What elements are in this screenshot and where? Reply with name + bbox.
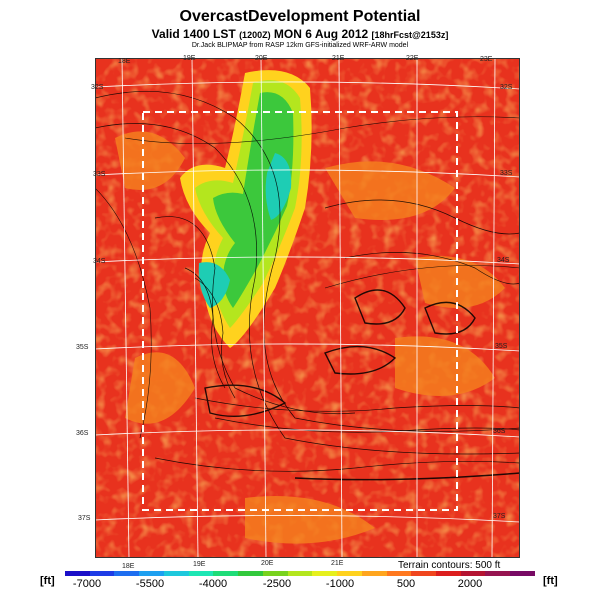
colorbar-swatch-1: [89, 571, 115, 576]
colorbar-label-4: -1000: [325, 578, 355, 590]
colorbar-swatch-10: [312, 571, 338, 576]
lon-tick-top-2: 20E: [255, 55, 268, 62]
lat-tick-left-3: 35S: [76, 344, 89, 351]
colorbar-swatch-9: [287, 571, 313, 576]
colorbar-swatch-11: [337, 571, 362, 576]
colorbar-swatch-16: [460, 571, 486, 576]
lat-tick-right-0: 32S: [500, 84, 513, 91]
inner-domain-box: [142, 111, 458, 511]
subtitle-date: MON 6 Aug 2012: [273, 27, 369, 41]
colorbar-swatch-13: [386, 571, 412, 576]
lat-tick-left-1: 33S: [93, 171, 106, 178]
colorbar-swatch-15: [436, 571, 461, 576]
colorbar-swatch-18: [510, 571, 535, 576]
colorbar-swatch-0: [65, 571, 90, 576]
subtitle-forecast: [18hrFcst@2153z]: [371, 30, 449, 40]
lat-tick-right-4: 36S: [493, 428, 506, 435]
lat-tick-left-5: 37S: [78, 515, 91, 522]
map-title: OvercastDevelopment Potential: [179, 8, 421, 25]
lat-lon-grid: [95, 58, 520, 558]
lon-tick-bottom-3: 21E: [331, 560, 344, 567]
colorbar-swatch-2: [114, 571, 140, 576]
colorbar-swatch-12: [361, 571, 387, 576]
colorbar-label-3: -2500: [262, 578, 292, 590]
map-credit: Dr.Jack BLIPMAP from RASP 12km GFS-initi…: [191, 42, 409, 49]
colorbar-swatch-17: [485, 571, 511, 576]
low-overcast-region: [180, 70, 312, 348]
colorbar-swatch-6: [213, 571, 239, 576]
lat-tick-left-0: 32S: [91, 84, 104, 91]
lat-tick-left-2: 34S: [93, 258, 106, 265]
lon-tick-top-4: 22E: [406, 55, 419, 62]
lat-tick-right-1: 33S: [500, 170, 513, 177]
lon-tick-bottom-0: 18E: [122, 563, 135, 570]
colorbar-swatch-8: [262, 571, 288, 576]
colorbar-unit-left: [ft]: [40, 575, 55, 587]
lat-tick-right-5: 37S: [493, 513, 506, 520]
lat-tick-right-2: 34S: [497, 257, 510, 264]
colorbar-label-2: -4000: [198, 578, 228, 590]
colorbar-swatch-14: [411, 571, 437, 576]
lon-tick-top-0: 18E: [118, 58, 131, 65]
lon-tick-top-5: 23E: [480, 56, 493, 63]
lon-tick-bottom-1: 19E: [193, 561, 206, 568]
map-subtitle: Valid 1400 LST (1200Z) MON 6 Aug 2012 [1…: [0, 27, 600, 41]
colorbar: [65, 571, 535, 576]
lat-tick-right-3: 35S: [495, 343, 508, 350]
terrain-contour-note: Terrain contours: 500 ft: [398, 560, 501, 571]
colorbar-swatch-4: [163, 571, 189, 576]
map-border: [95, 58, 520, 558]
lon-tick-top-3: 21E: [332, 55, 345, 62]
subtitle-utc: (1200Z): [239, 30, 271, 40]
colorbar-label-5: 500: [396, 578, 416, 590]
lat-tick-left-4: 36S: [76, 430, 89, 437]
lon-tick-bottom-2: 20E: [261, 560, 274, 567]
colorbar-swatch-7: [238, 571, 263, 576]
colorbar-unit-right: [ft]: [543, 575, 558, 587]
colorbar-label-0: -7000: [72, 578, 102, 590]
colorbar-swatch-5: [188, 571, 214, 576]
forecast-map: [95, 58, 520, 558]
colorbar-label-1: -5500: [135, 578, 165, 590]
colorbar-label-6: 2000: [457, 578, 483, 590]
colorbar-swatch-3: [139, 571, 164, 576]
lon-tick-top-1: 19E: [183, 55, 196, 62]
subtitle-valid: Valid 1400 LST: [151, 27, 236, 41]
terrain-contours: [95, 91, 520, 481]
